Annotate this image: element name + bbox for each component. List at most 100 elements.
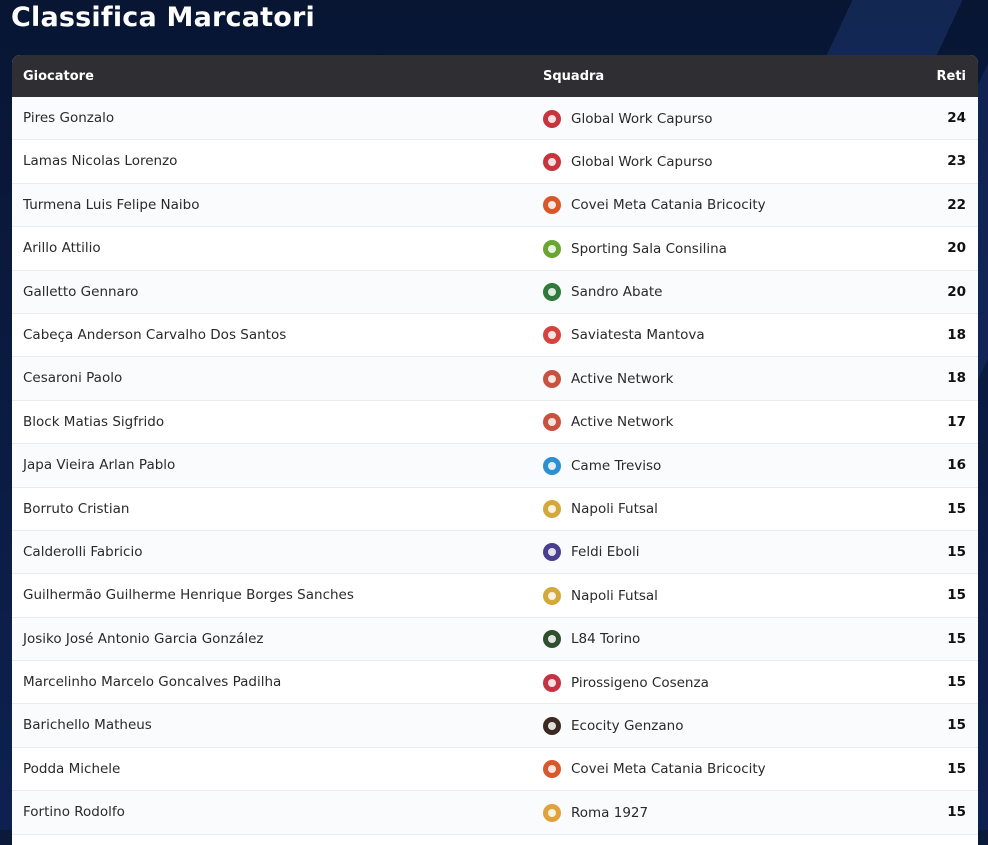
player-name[interactable]: Fortino Rodolfo [23,804,125,821]
team-cell[interactable]: Covei Meta Catania Bricocity [543,748,766,791]
team-name: Sandro Abate [571,284,663,301]
table-header: Giocatore Squadra Reti [12,55,978,97]
header-team[interactable]: Squadra [543,68,605,84]
player-name[interactable]: Podda Michele [23,760,121,777]
header-goals[interactable]: Reti [936,68,967,84]
pirossigeno-cosenza-logo-icon [543,673,561,692]
goals-value: 16 [947,457,966,474]
team-cell[interactable]: Active Network [543,401,673,444]
team-name: Sporting Sala Consilina [571,240,727,257]
team-cell[interactable]: Sandro Abate [543,271,662,314]
table-row[interactable]: Pires Gonzalo Global Work Capurso 24 [12,97,978,141]
team-cell[interactable]: Roma 1927 [543,791,648,834]
player-name[interactable]: Arillo Attilio [23,240,101,257]
goals-value: 15 [947,717,966,734]
player-name[interactable]: Turmena Luis Felipe Naibo [23,196,200,213]
roma-1927-logo-icon [543,803,561,822]
team-name: Global Work Capurso [571,153,713,170]
player-name[interactable]: Japa Vieira Arlan Pablo [23,457,176,474]
team-name: Active Network [571,414,674,431]
team-name: L84 Torino [571,631,641,648]
goals-value: 15 [947,500,966,517]
l84-torino-logo-icon [543,630,561,649]
saviatesta-mantova-logo-icon [543,326,561,345]
goals-value: 20 [947,240,966,257]
table-row[interactable]: Cesaroni Paolo Active Network 18 [12,357,978,401]
player-name[interactable]: Marcelinho Marcelo Goncalves Padilha [23,674,282,691]
goals-value: 15 [947,804,966,821]
goals-value: 15 [947,674,966,691]
napoli-futsal-logo-icon [543,500,561,519]
table-row[interactable]: Calderolli Fabricio Feldi Eboli 15 [12,530,978,575]
scorers-table: Giocatore Squadra Reti Pires Gonzalo Glob… [12,55,978,845]
team-cell[interactable]: Global Work Capurso [543,140,713,183]
team-cell[interactable]: Napoli Futsal [543,574,658,617]
team-cell[interactable]: Covei Meta Catania Bricocity [543,184,766,227]
team-name: Feldi Eboli [571,544,640,561]
goals-value: 15 [947,587,966,604]
team-cell[interactable]: Saviatesta Mantova [543,314,705,357]
player-name[interactable]: Lamas Nicolas Lorenzo [23,153,178,170]
team-name: Ecocity Genzano [571,717,684,734]
table-row[interactable]: Guilhermão Guilherme Henrique Borges San… [12,574,978,618]
global-work-capurso-logo-icon [543,109,561,128]
team-name: Pirossigeno Cosenza [571,674,709,691]
team-cell[interactable]: Came Treviso [543,444,661,487]
goals-value: 18 [947,326,966,343]
team-cell[interactable]: Feldi Eboli [543,531,640,574]
team-cell[interactable]: Global Work Capurso [543,97,713,140]
player-name[interactable]: Cabeça Anderson Carvalho Dos Santos [23,326,287,343]
player-name[interactable]: Barichello Matheus [23,717,152,734]
player-name[interactable]: Block Matias Sigfrido [23,413,165,430]
team-cell[interactable]: Pirossigeno Cosenza [543,661,709,704]
goals-value: 23 [947,153,966,170]
sandro-abate-logo-icon [543,283,561,302]
table-row[interactable]: Arillo Attilio Sporting Sala Consilina 20 [12,227,978,271]
meta-catania-logo-icon [543,760,561,779]
table-row[interactable]: Marcelinho Marcelo Goncalves Padilha Piro… [12,661,978,705]
global-work-capurso-logo-icon [543,152,561,171]
goals-value: 18 [947,370,966,387]
team-name: Global Work Capurso [571,110,713,127]
table-row[interactable]: Josiko José Antonio Garcia González L84 T… [12,617,978,662]
team-cell[interactable]: Napoli Futsal [543,488,658,531]
feldi-eboli-logo-icon [543,543,561,562]
team-name: Came Treviso [571,457,662,474]
goals-value: 24 [947,110,966,126]
player-name[interactable]: Borruto Cristian [23,500,130,517]
header-player[interactable]: Giocatore [23,68,94,84]
table-row[interactable]: Cabeça Anderson Carvalho Dos Santos Savia… [12,313,978,358]
player-name[interactable]: Galletto Gennaro [23,283,139,300]
team-cell[interactable]: Active Network [543,357,673,400]
table-row[interactable]: Podda Michele Covei Meta Catania Bricocit… [12,747,978,792]
player-name[interactable]: Pires Gonzalo [23,110,115,126]
team-name: Saviatesta Mantova [571,327,705,344]
player-name[interactable]: Guilhermão Guilherme Henrique Borges San… [23,587,354,604]
team-cell[interactable]: Sporting Sala Consilina [543,227,727,270]
table-row[interactable]: Turmena Luis Felipe Naibo Covei Meta Cata… [12,183,978,228]
page-title: Classifica Marcatori [11,2,315,33]
goals-value: 15 [947,760,966,777]
table-row[interactable]: Galletto Gennaro Sandro Abate 20 [12,270,978,314]
table-body: Pires Gonzalo Global Work Capurso 24 Lamas … [12,97,978,835]
team-cell[interactable]: Ecocity Genzano [543,704,683,747]
table-row[interactable]: Barichello Matheus Ecocity Genzano 15 [12,704,978,748]
table-row[interactable]: Japa Vieira Arlan Pablo Came Treviso 16 [12,444,978,488]
table-row[interactable]: Lamas Nicolas Lorenzo Global Work Capurso… [12,140,978,184]
table-row[interactable]: Fortino Rodolfo Roma 1927 15 [12,791,978,835]
sporting-sala-consilina-logo-icon [543,239,561,258]
napoli-futsal-logo-icon [543,586,561,605]
team-name: Covei Meta Catania Bricocity [571,197,766,214]
team-cell[interactable]: L84 Torino [543,618,640,661]
meta-catania-logo-icon [543,196,561,215]
goals-value: 20 [947,283,966,300]
player-name[interactable]: Cesaroni Paolo [23,370,123,387]
came-treviso-logo-icon [543,456,561,475]
team-name: Roma 1927 [571,804,649,821]
ecocity-genzano-logo-icon [543,716,561,735]
player-name[interactable]: Calderolli Fabricio [23,543,143,560]
player-name[interactable]: Josiko José Antonio Garcia González [23,630,264,647]
team-name: Active Network [571,370,674,387]
table-row[interactable]: Borruto Cristian Napoli Futsal 15 [12,487,978,531]
table-row[interactable]: Block Matias Sigfrido Active Network 17 [12,400,978,445]
